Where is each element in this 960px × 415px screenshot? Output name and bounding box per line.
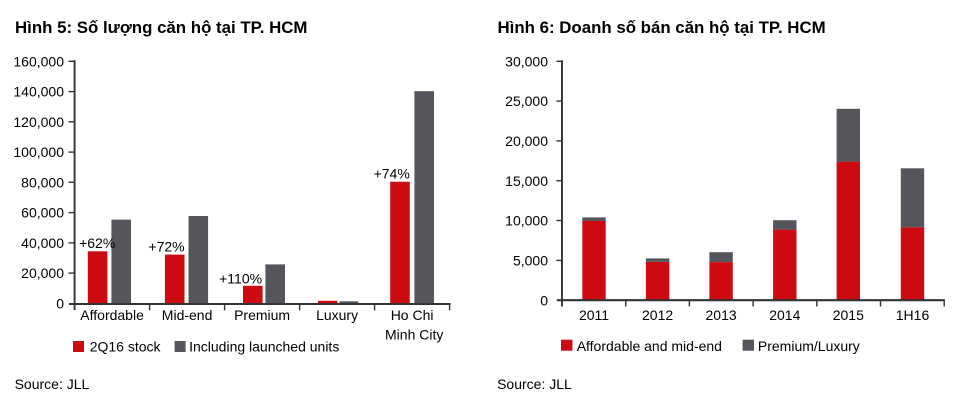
svg-text:Source: JLL: Source: JLL [15, 376, 90, 392]
svg-text:2013: 2013 [706, 307, 737, 323]
svg-text:40,000: 40,000 [21, 235, 64, 251]
svg-text:+74%: +74% [374, 166, 410, 182]
svg-text:2015: 2015 [833, 307, 864, 323]
svg-text:140,000: 140,000 [13, 84, 64, 100]
svg-text:+110%: +110% [219, 271, 262, 287]
svg-text:Premium: Premium [234, 307, 290, 323]
svg-text:Minh City: Minh City [385, 327, 443, 343]
svg-text:2011: 2011 [579, 307, 609, 323]
svg-text:15,000: 15,000 [505, 173, 548, 189]
svg-text:Mid-end: Mid-end [162, 307, 213, 323]
svg-text:0: 0 [540, 292, 548, 308]
svg-text:5,000: 5,000 [513, 253, 548, 269]
svg-text:Affordable and mid-end: Affordable and mid-end [577, 338, 722, 354]
svg-text:10,000: 10,000 [505, 213, 548, 229]
svg-text:Hình 5: Số lượng căn hộ tại TP: Hình 5: Số lượng căn hộ tại TP. HCM [15, 18, 307, 37]
svg-text:+72%: +72% [148, 239, 184, 255]
svg-text:+62%: +62% [79, 235, 115, 251]
svg-text:Including launched units: Including launched units [189, 339, 339, 355]
svg-text:Premium/Luxury: Premium/Luxury [758, 338, 860, 354]
svg-text:60,000: 60,000 [21, 205, 64, 221]
svg-text:2014: 2014 [769, 307, 800, 323]
svg-text:Ho Chi: Ho Chi [391, 307, 434, 323]
svg-text:80,000: 80,000 [21, 174, 64, 190]
svg-text:Hình 6: Doanh số bán căn hộ tạ: Hình 6: Doanh số bán căn hộ tại TP. HCM [498, 18, 826, 37]
svg-text:Affordable: Affordable [80, 307, 144, 323]
svg-text:0: 0 [56, 296, 64, 312]
svg-text:20,000: 20,000 [21, 265, 64, 281]
svg-text:160,000: 160,000 [13, 53, 64, 69]
svg-text:Luxury: Luxury [316, 307, 358, 323]
svg-text:2012: 2012 [642, 307, 673, 323]
svg-text:2Q16 stock: 2Q16 stock [90, 339, 162, 355]
svg-text:30,000: 30,000 [505, 53, 548, 69]
svg-text:25,000: 25,000 [505, 93, 548, 109]
svg-text:Source: JLL: Source: JLL [497, 376, 572, 392]
svg-text:1H16: 1H16 [896, 307, 930, 323]
svg-text:120,000: 120,000 [13, 114, 64, 130]
svg-text:100,000: 100,000 [13, 144, 64, 160]
svg-text:20,000: 20,000 [505, 133, 548, 149]
